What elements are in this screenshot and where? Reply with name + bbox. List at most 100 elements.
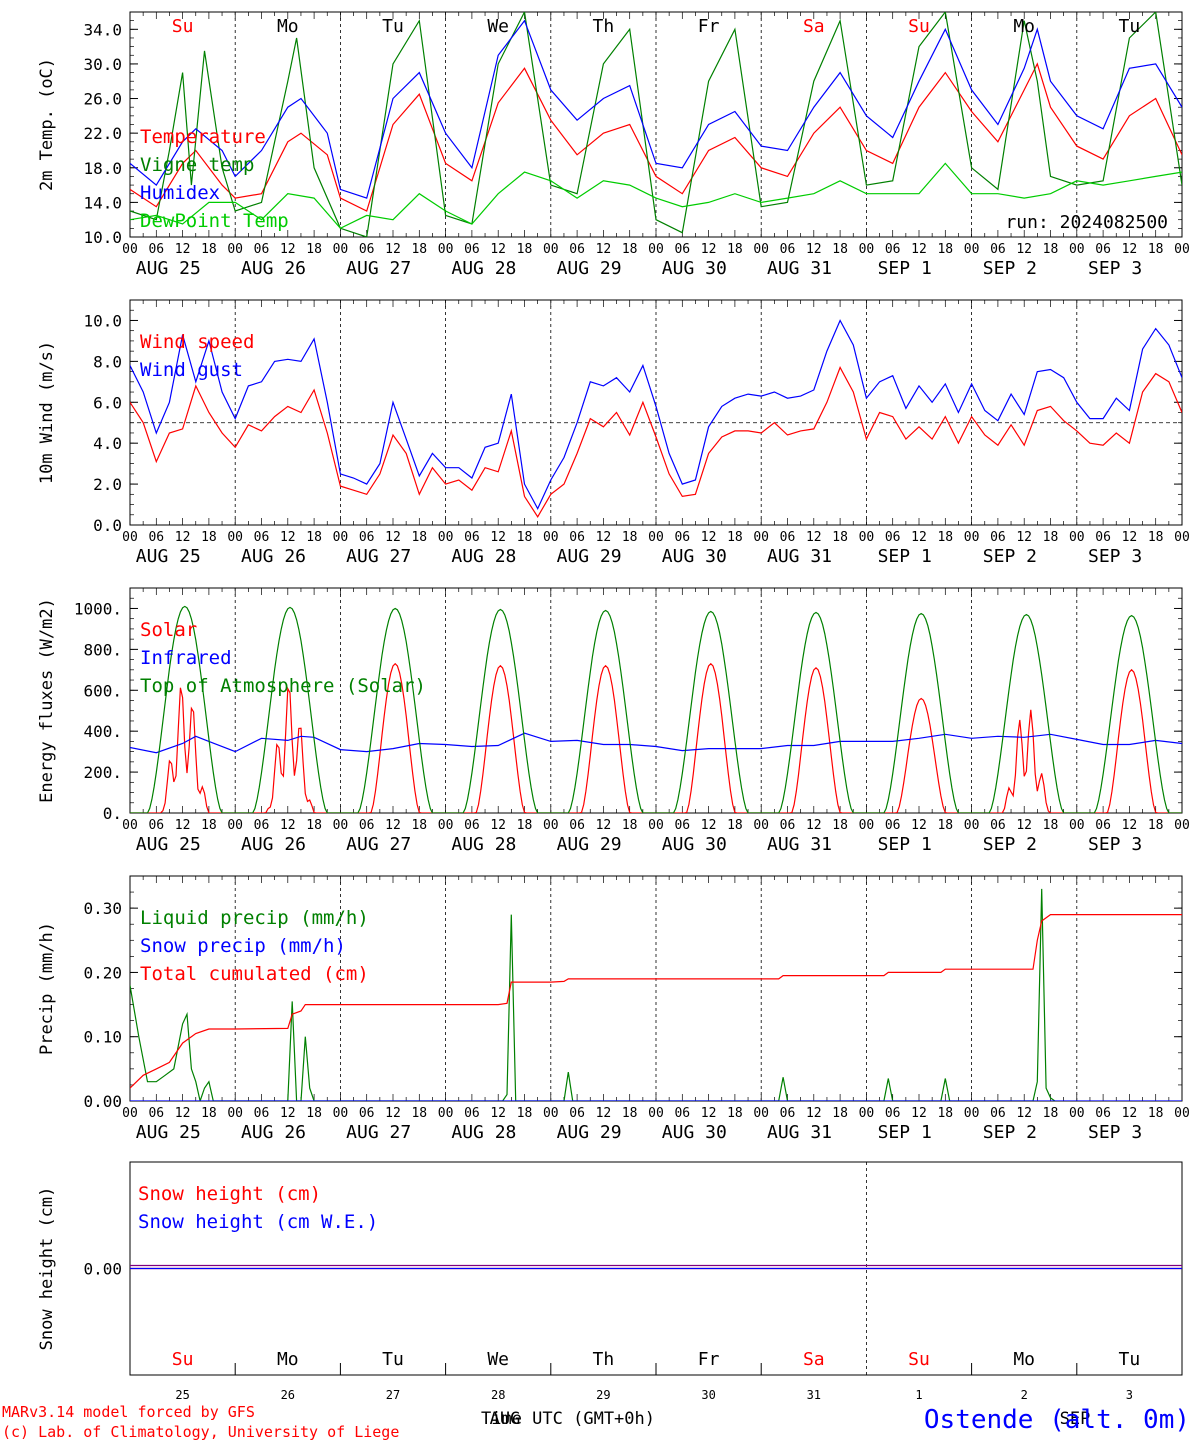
hour-tick-label: 18 (306, 818, 322, 833)
day-number-label: 2 (1021, 1388, 1028, 1402)
y-tick-label: 1000. (74, 599, 122, 618)
hour-tick-label: 06 (1095, 242, 1111, 257)
hour-tick-label: 00 (438, 242, 454, 257)
hour-tick-label: 06 (674, 1106, 690, 1121)
y-tick-label: 0. (103, 804, 122, 823)
hour-tick-label: 12 (596, 530, 612, 545)
hour-tick-label: 18 (832, 530, 848, 545)
hour-tick-label: 00 (438, 1106, 454, 1121)
hour-tick-label: 18 (937, 818, 953, 833)
weekday-label: Mo (277, 16, 299, 37)
hour-tick-label: 06 (674, 818, 690, 833)
hour-tick-label: 06 (1095, 818, 1111, 833)
date-label: AUG 28 (451, 258, 516, 279)
weekday-label: Fr (698, 16, 720, 37)
date-label: SEP 3 (1088, 258, 1142, 279)
hour-tick-label: 18 (622, 242, 638, 257)
hour-tick-label: 18 (937, 242, 953, 257)
hour-tick-label: 00 (648, 530, 664, 545)
hour-tick-label: 12 (1016, 242, 1032, 257)
hour-tick-label: 06 (148, 242, 164, 257)
date-label: AUG 25 (136, 258, 201, 279)
date-label: AUG 27 (346, 258, 411, 279)
legend-entry: Temperature (140, 126, 266, 148)
y-axis-label: 2m Temp. (oC) (37, 58, 57, 191)
hour-tick-label: 12 (1122, 530, 1138, 545)
hour-tick-label: 18 (832, 1106, 848, 1121)
hour-tick-label: 00 (964, 1106, 980, 1121)
y-tick-label: 0.30 (83, 899, 122, 918)
hour-tick-label: 12 (1016, 818, 1032, 833)
date-label: SEP 3 (1088, 1122, 1142, 1143)
hour-tick-label: 06 (254, 1106, 270, 1121)
date-label: AUG 25 (136, 1122, 201, 1143)
hour-tick-label: 00 (333, 1106, 349, 1121)
hour-tick-label: 18 (622, 530, 638, 545)
hour-tick-label: 12 (175, 530, 191, 545)
hour-tick-label: 00 (859, 530, 875, 545)
hour-tick-label: 00 (227, 530, 243, 545)
hour-tick-label: 06 (674, 530, 690, 545)
date-label: SEP 3 (1088, 834, 1142, 855)
model-credit: MARv3.14 model forced by GFS (2, 1403, 255, 1421)
hour-tick-label: 00 (227, 818, 243, 833)
series-wind-gust (130, 319, 1182, 510)
y-axis-label: Snow height (cm) (37, 1187, 57, 1351)
hour-tick-label: 00 (227, 242, 243, 257)
y-axis-label: Energy fluxes (W/m2) (37, 598, 57, 803)
series-group (130, 12, 1182, 237)
hour-tick-label: 00 (1069, 1106, 1085, 1121)
hour-tick-label: 12 (385, 242, 401, 257)
hour-tick-label: 18 (937, 1106, 953, 1121)
panel-snow: 0.00 Snow height (cm) Snow height (cm) Snow… (37, 1161, 1183, 1376)
hour-tick-label: 12 (911, 242, 927, 257)
hour-tick-label: 06 (464, 242, 480, 257)
hour-tick-label: 06 (148, 1106, 164, 1121)
hour-tick-label: 18 (201, 818, 217, 833)
panel-wind: 00 06 12 18 00 06 12 18 00 06 12 18 00 06 12 18 00 06 12 18… (37, 299, 1190, 567)
date-label: AUG 27 (346, 546, 411, 567)
hour-tick-label: 06 (464, 818, 480, 833)
day-number-label: 31 (807, 1388, 821, 1402)
y-tick-label: 0.10 (83, 1028, 122, 1047)
hour-tick-label: 00 (859, 1106, 875, 1121)
hour-tick-label: 12 (385, 1106, 401, 1121)
hour-tick-label: 12 (596, 242, 612, 257)
hour-tick-label: 00 (1174, 242, 1190, 257)
weekday-label: Su (908, 16, 930, 37)
y-tick-label: 8.0 (93, 352, 122, 371)
hour-tick-label: 18 (306, 242, 322, 257)
weekday-label: Mo (1013, 16, 1035, 37)
hour-tick-label: 18 (201, 530, 217, 545)
hour-tick-label: 06 (569, 242, 585, 257)
date-label: AUG 26 (241, 834, 306, 855)
hour-tick-label: 00 (648, 818, 664, 833)
hour-tick-label: 18 (937, 530, 953, 545)
hour-tick-label: 12 (490, 242, 506, 257)
date-label: AUG 27 (346, 1122, 411, 1143)
series-dewpoint-temp (130, 162, 1182, 230)
y-axis-label: Precip (mm/h) (37, 922, 57, 1055)
hour-tick-label: 12 (280, 1106, 296, 1121)
hour-tick-label: 06 (359, 530, 375, 545)
series-vigne-temp (130, 12, 1182, 237)
hour-tick-label: 00 (227, 1106, 243, 1121)
hour-tick-label: 12 (1016, 1106, 1032, 1121)
y-tick-label: 0.00 (83, 1092, 122, 1111)
weekday-label-bottom: Su (172, 1349, 194, 1370)
y-axis-label: 10m Wind (m/s) (37, 341, 57, 484)
hour-tick-label: 06 (464, 530, 480, 545)
hour-tick-label: 06 (780, 818, 796, 833)
hour-tick-label: 18 (1148, 818, 1164, 833)
day-number-label: 29 (596, 1388, 610, 1402)
hour-tick-label: 18 (1043, 530, 1059, 545)
series-wind-speed (130, 366, 1182, 518)
hour-tick-label: 00 (753, 1106, 769, 1121)
legend-entry: Snow precip (mm/h) (140, 935, 346, 957)
hour-tick-label: 00 (122, 818, 138, 833)
y-tick-label: 0.0 (93, 516, 122, 535)
hour-tick-label: 00 (648, 1106, 664, 1121)
hour-tick-label: 12 (701, 530, 717, 545)
hour-tick-label: 06 (1095, 1106, 1111, 1121)
hour-tick-label: 12 (911, 818, 927, 833)
